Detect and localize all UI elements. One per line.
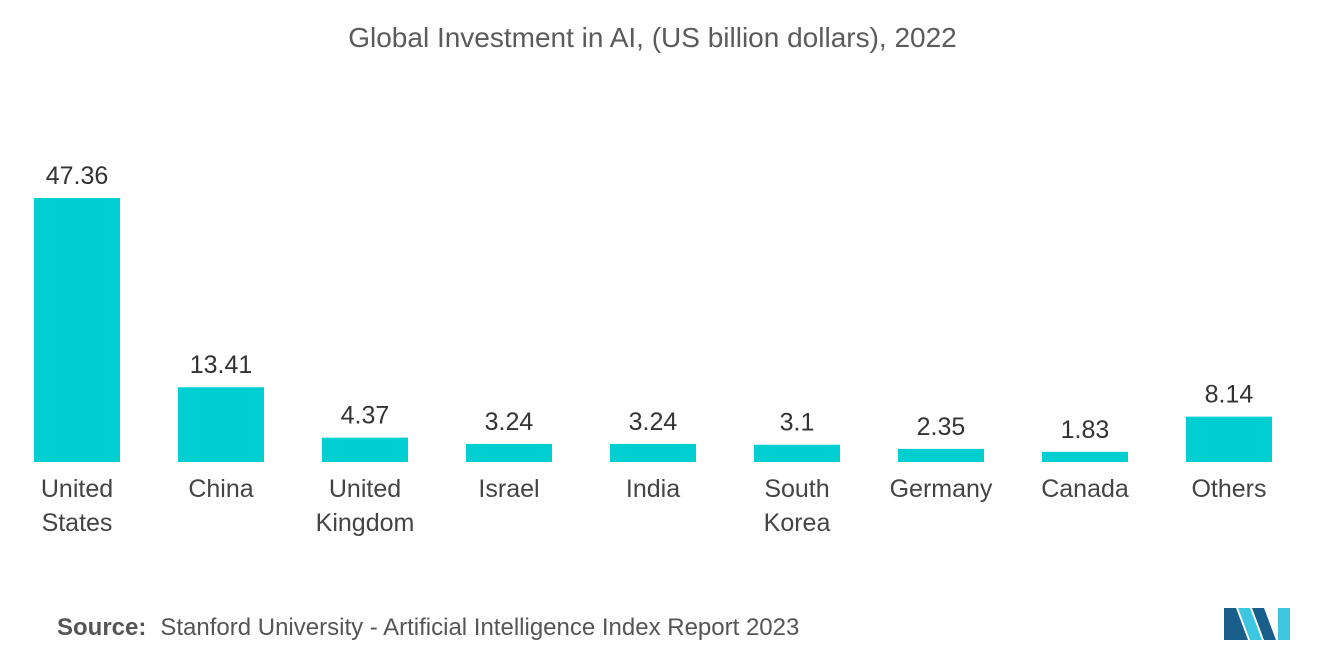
- mordor-intelligence-logo-icon: [1224, 608, 1290, 640]
- value-label: 3.24: [629, 408, 678, 436]
- category-label: China: [188, 475, 253, 503]
- bar: [178, 387, 264, 462]
- source-note: Source: Stanford University - Artificial …: [57, 614, 799, 642]
- category-label: States: [42, 509, 113, 537]
- bar: [610, 443, 696, 462]
- category-label: United: [41, 475, 113, 503]
- value-label: 3.1: [780, 409, 815, 437]
- category-label: South: [764, 475, 829, 503]
- bar: [466, 443, 552, 462]
- chart-title: Global Investment in AI, (US billion dol…: [348, 22, 957, 53]
- bar: [34, 198, 120, 462]
- category-label: India: [626, 475, 680, 503]
- bar: [1186, 416, 1272, 462]
- bar: [898, 448, 984, 462]
- category-label: United: [329, 475, 401, 503]
- value-label: 47.36: [46, 162, 109, 190]
- bar: [1042, 451, 1128, 462]
- value-label: 3.24: [485, 408, 534, 436]
- value-label: 13.41: [190, 351, 253, 379]
- value-label: 4.37: [341, 402, 390, 430]
- category-label: Kingdom: [316, 509, 415, 537]
- source-text: Stanford University - Artificial Intelli…: [160, 614, 800, 641]
- value-label: 1.83: [1061, 416, 1110, 444]
- bar: [754, 444, 840, 462]
- category-label: Others: [1191, 475, 1266, 503]
- bar-chart: 47.36 United States 13.41 China 4.37 United Kin…: [34, 162, 1272, 537]
- source-key: Source:: [57, 614, 147, 641]
- bar: [322, 437, 408, 462]
- value-label: 8.14: [1205, 381, 1254, 409]
- category-label: Korea: [764, 509, 831, 537]
- category-label: Canada: [1041, 475, 1129, 503]
- value-label: 2.35: [917, 413, 966, 441]
- category-label: Germany: [890, 475, 993, 503]
- category-label: Israel: [478, 475, 539, 503]
